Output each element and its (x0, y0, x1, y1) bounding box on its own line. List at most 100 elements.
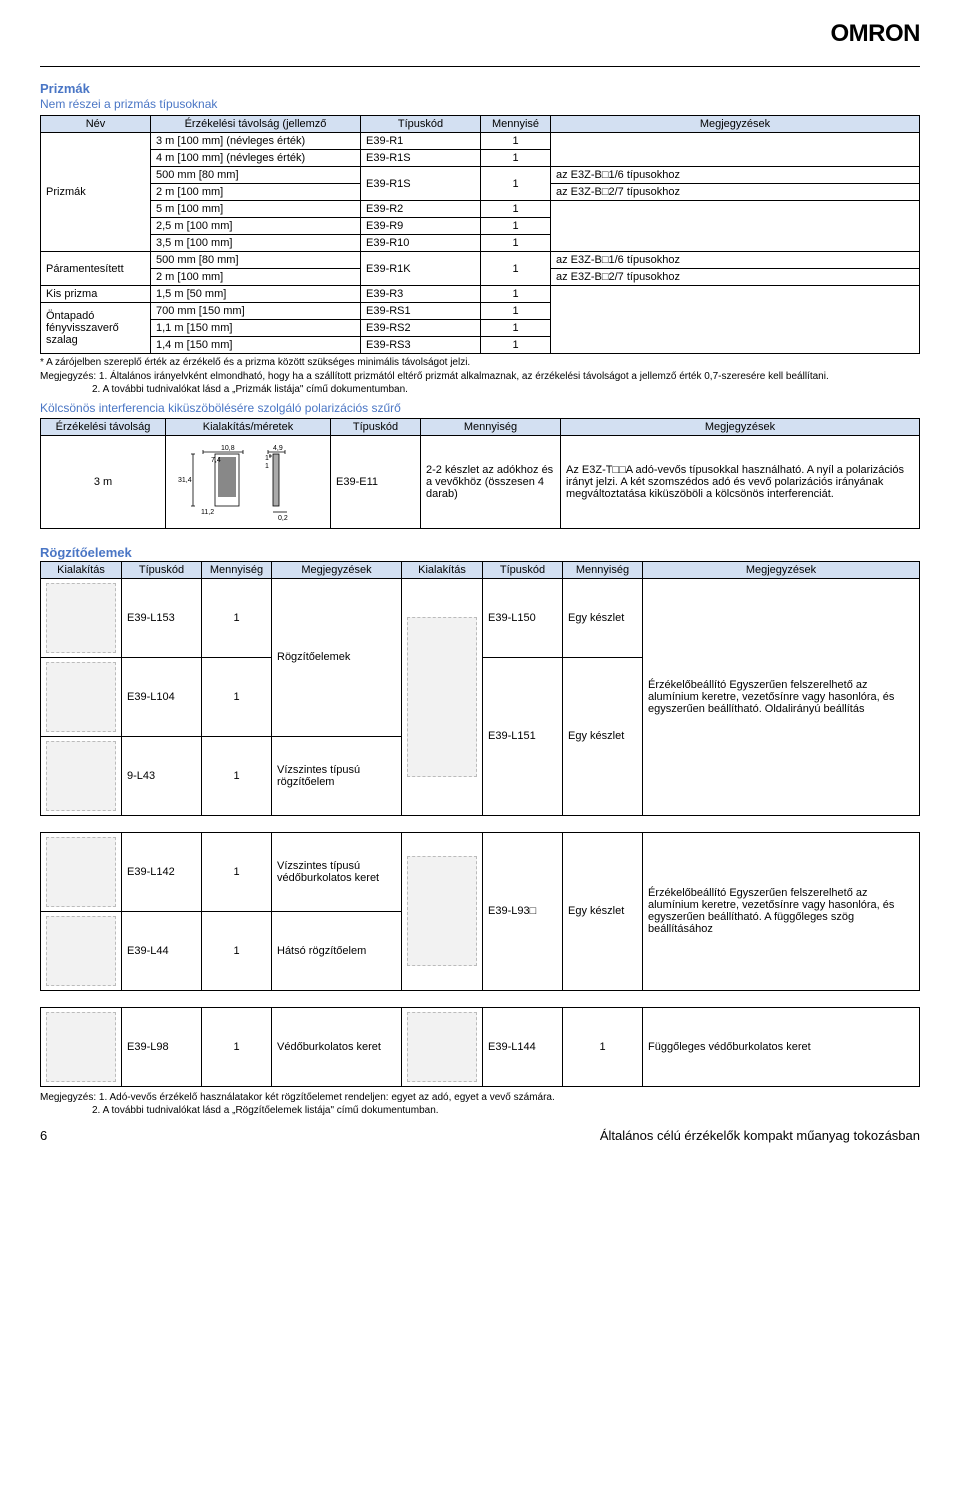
cell: 1 (481, 201, 551, 218)
cell-img (41, 832, 122, 911)
cell: 1 (481, 235, 551, 252)
th: Mennyiség (421, 418, 561, 435)
cell: Egy készlet (563, 832, 643, 990)
th: Megjegyzések (272, 561, 402, 578)
table-row: Páramentesített 500 mm [80 mm] E39-R1K 1… (41, 252, 920, 269)
cell-dist: 3 m (41, 435, 166, 528)
table-row: E39-L153 1 Rögzítőelemek E39-L150 Egy ké… (41, 578, 920, 657)
table-row: Prizmák 3 m [100 mm] (névleges érték) E3… (41, 133, 920, 150)
cell: Egy készlet (563, 657, 643, 815)
th: Típuskód (483, 561, 563, 578)
cell-img (402, 1007, 483, 1086)
table-row: 3 m (41, 435, 920, 528)
cell: Hátsó rögzítőelem (272, 911, 402, 990)
cell: 1 (202, 578, 272, 657)
cell: E39-L44 (122, 911, 202, 990)
table-row: Kis prizma 1,5 m [50 mm] E39-R3 1 (41, 286, 920, 303)
cell: E39-RS2 (361, 320, 481, 337)
cell: 5 m [100 mm] (151, 201, 361, 218)
th: Megjegyzések (643, 561, 920, 578)
th-code: Típuskód (361, 116, 481, 133)
cell-img (402, 832, 483, 990)
dim-one1: 1 (265, 455, 269, 462)
page-number: 6 (40, 1128, 47, 1143)
th-qty: Mennyisé (481, 116, 551, 133)
prisms-title: Prizmák (40, 81, 920, 96)
dim-w2: 4,9 (273, 445, 283, 452)
cell: 3,5 m [100 mm] (151, 235, 361, 252)
cell: E39-RS3 (361, 337, 481, 354)
th: Érzékelési távolság (41, 418, 166, 435)
cell: E39-L98 (122, 1007, 202, 1086)
cell: E39-R1 (361, 133, 481, 150)
mounts-notes: Megjegyzés: 1. Adó-vevős érzékelő haszná… (40, 1091, 920, 1118)
note-1-label: Megjegyzés: 1. (40, 371, 107, 382)
cell: 4 m [100 mm] (névleges érték) (151, 150, 361, 167)
cell-img (41, 657, 122, 736)
mount-note-2-label: 2. (92, 1105, 100, 1116)
cell: E39-L151 (483, 657, 563, 815)
cell: E39-L142 (122, 832, 202, 911)
cell: 1,4 m [150 mm] (151, 337, 361, 354)
cell: Védőburkolatos keret (272, 1007, 402, 1086)
cell: 1 (481, 133, 551, 150)
cell: 1 (481, 303, 551, 320)
cell: az E3Z-B□2/7 típusokhoz (551, 184, 920, 201)
diagram-svg: 10,8 7,4 31,4 11,2 4,9 1 1 0,2 (173, 442, 323, 522)
cell: 1,5 m [50 mm] (151, 286, 361, 303)
cell-group-kis: Kis prizma (41, 286, 151, 303)
cell: E39-L144 (483, 1007, 563, 1086)
cell: 2 m [100 mm] (151, 269, 361, 286)
cell (551, 201, 920, 252)
note-1-text: Általános irányelvként elmondható, hogy … (110, 371, 829, 382)
cell: E39-L153 (122, 578, 202, 657)
cell-group-ontapado: Öntapadó fényvisszaverő szalag (41, 303, 151, 354)
cell: 1,1 m [150 mm] (151, 320, 361, 337)
cell: 9-L43 (122, 736, 202, 815)
cell-group-para: Páramentesített (41, 252, 151, 286)
dim-one2: 1 (265, 463, 269, 470)
mounts-title: Rögzítőelemek (40, 545, 920, 560)
dim-t: 0,2 (278, 515, 288, 522)
cell: E39-L150 (483, 578, 563, 657)
th: Típuskód (331, 418, 421, 435)
cell: 1 (202, 736, 272, 815)
th: Kialakítás (402, 561, 483, 578)
cell: E39-RS1 (361, 303, 481, 320)
cell: az E3Z-B□1/6 típusokhoz (551, 167, 920, 184)
cell: 2,5 m [100 mm] (151, 218, 361, 235)
mounts-table-2: E39-L142 1 Vízszintes típusú védőburkola… (40, 832, 920, 991)
cell: 1 (563, 1007, 643, 1086)
note-2-text: A további tudnivalókat lásd a „Prizmák l… (103, 384, 408, 395)
cell: az E3Z-B□2/7 típusokhoz (551, 269, 920, 286)
cell (551, 286, 920, 354)
polar-table: Érzékelési távolság Kialakítás/méretek T… (40, 418, 920, 529)
cell-img (41, 1007, 122, 1086)
cell: 1 (202, 657, 272, 736)
cell: Vízszintes típusú védőburkolatos keret (272, 832, 402, 911)
cell: 500 mm [80 mm] (151, 167, 361, 184)
page-footer: 6 Általános célú érzékelők kompakt műany… (40, 1128, 920, 1143)
cell: Függőleges védőburkolatos keret (643, 1007, 920, 1086)
cell: az E3Z-B□1/6 típusokhoz (551, 252, 920, 269)
cell: Vízszintes típusú rögzítőelem (272, 736, 402, 815)
prisms-subtitle: Nem részei a prizmás típusoknak (40, 97, 920, 111)
th: Típuskód (122, 561, 202, 578)
th: Kialakítás/méretek (166, 418, 331, 435)
cell: Érzékelőbeállító Egyszerűen felszerelhet… (643, 832, 920, 990)
cell: E39-R1K (361, 252, 481, 286)
cell-qty: 2-2 készlet az adókhoz és a vevőkhöz (ös… (421, 435, 561, 528)
table-row: E39-L142 1 Vízszintes típusú védőburkola… (41, 832, 920, 911)
cell: E39-R1S (361, 167, 481, 201)
th-notes: Megjegyzések (551, 116, 920, 133)
th-dist: Érzékelési távolság (jellemző (151, 116, 361, 133)
cell: E39-L104 (122, 657, 202, 736)
cell: 2 m [100 mm] (151, 184, 361, 201)
note-star: * A zárójelben szereplő érték az érzékel… (40, 356, 920, 370)
mounts-table-1: Kialakítás Típuskód Mennyiség Megjegyzés… (40, 561, 920, 816)
prisms-table: Név Érzékelési távolság (jellemző Típusk… (40, 115, 920, 354)
note-1: Megjegyzés: 1. Általános irányelvként el… (40, 370, 920, 384)
cell: 3 m [100 mm] (névleges érték) (151, 133, 361, 150)
th: Mennyiség (563, 561, 643, 578)
table-row: 500 mm [80 mm] E39-R1S 1 az E3Z-B□1/6 tí… (41, 167, 920, 184)
